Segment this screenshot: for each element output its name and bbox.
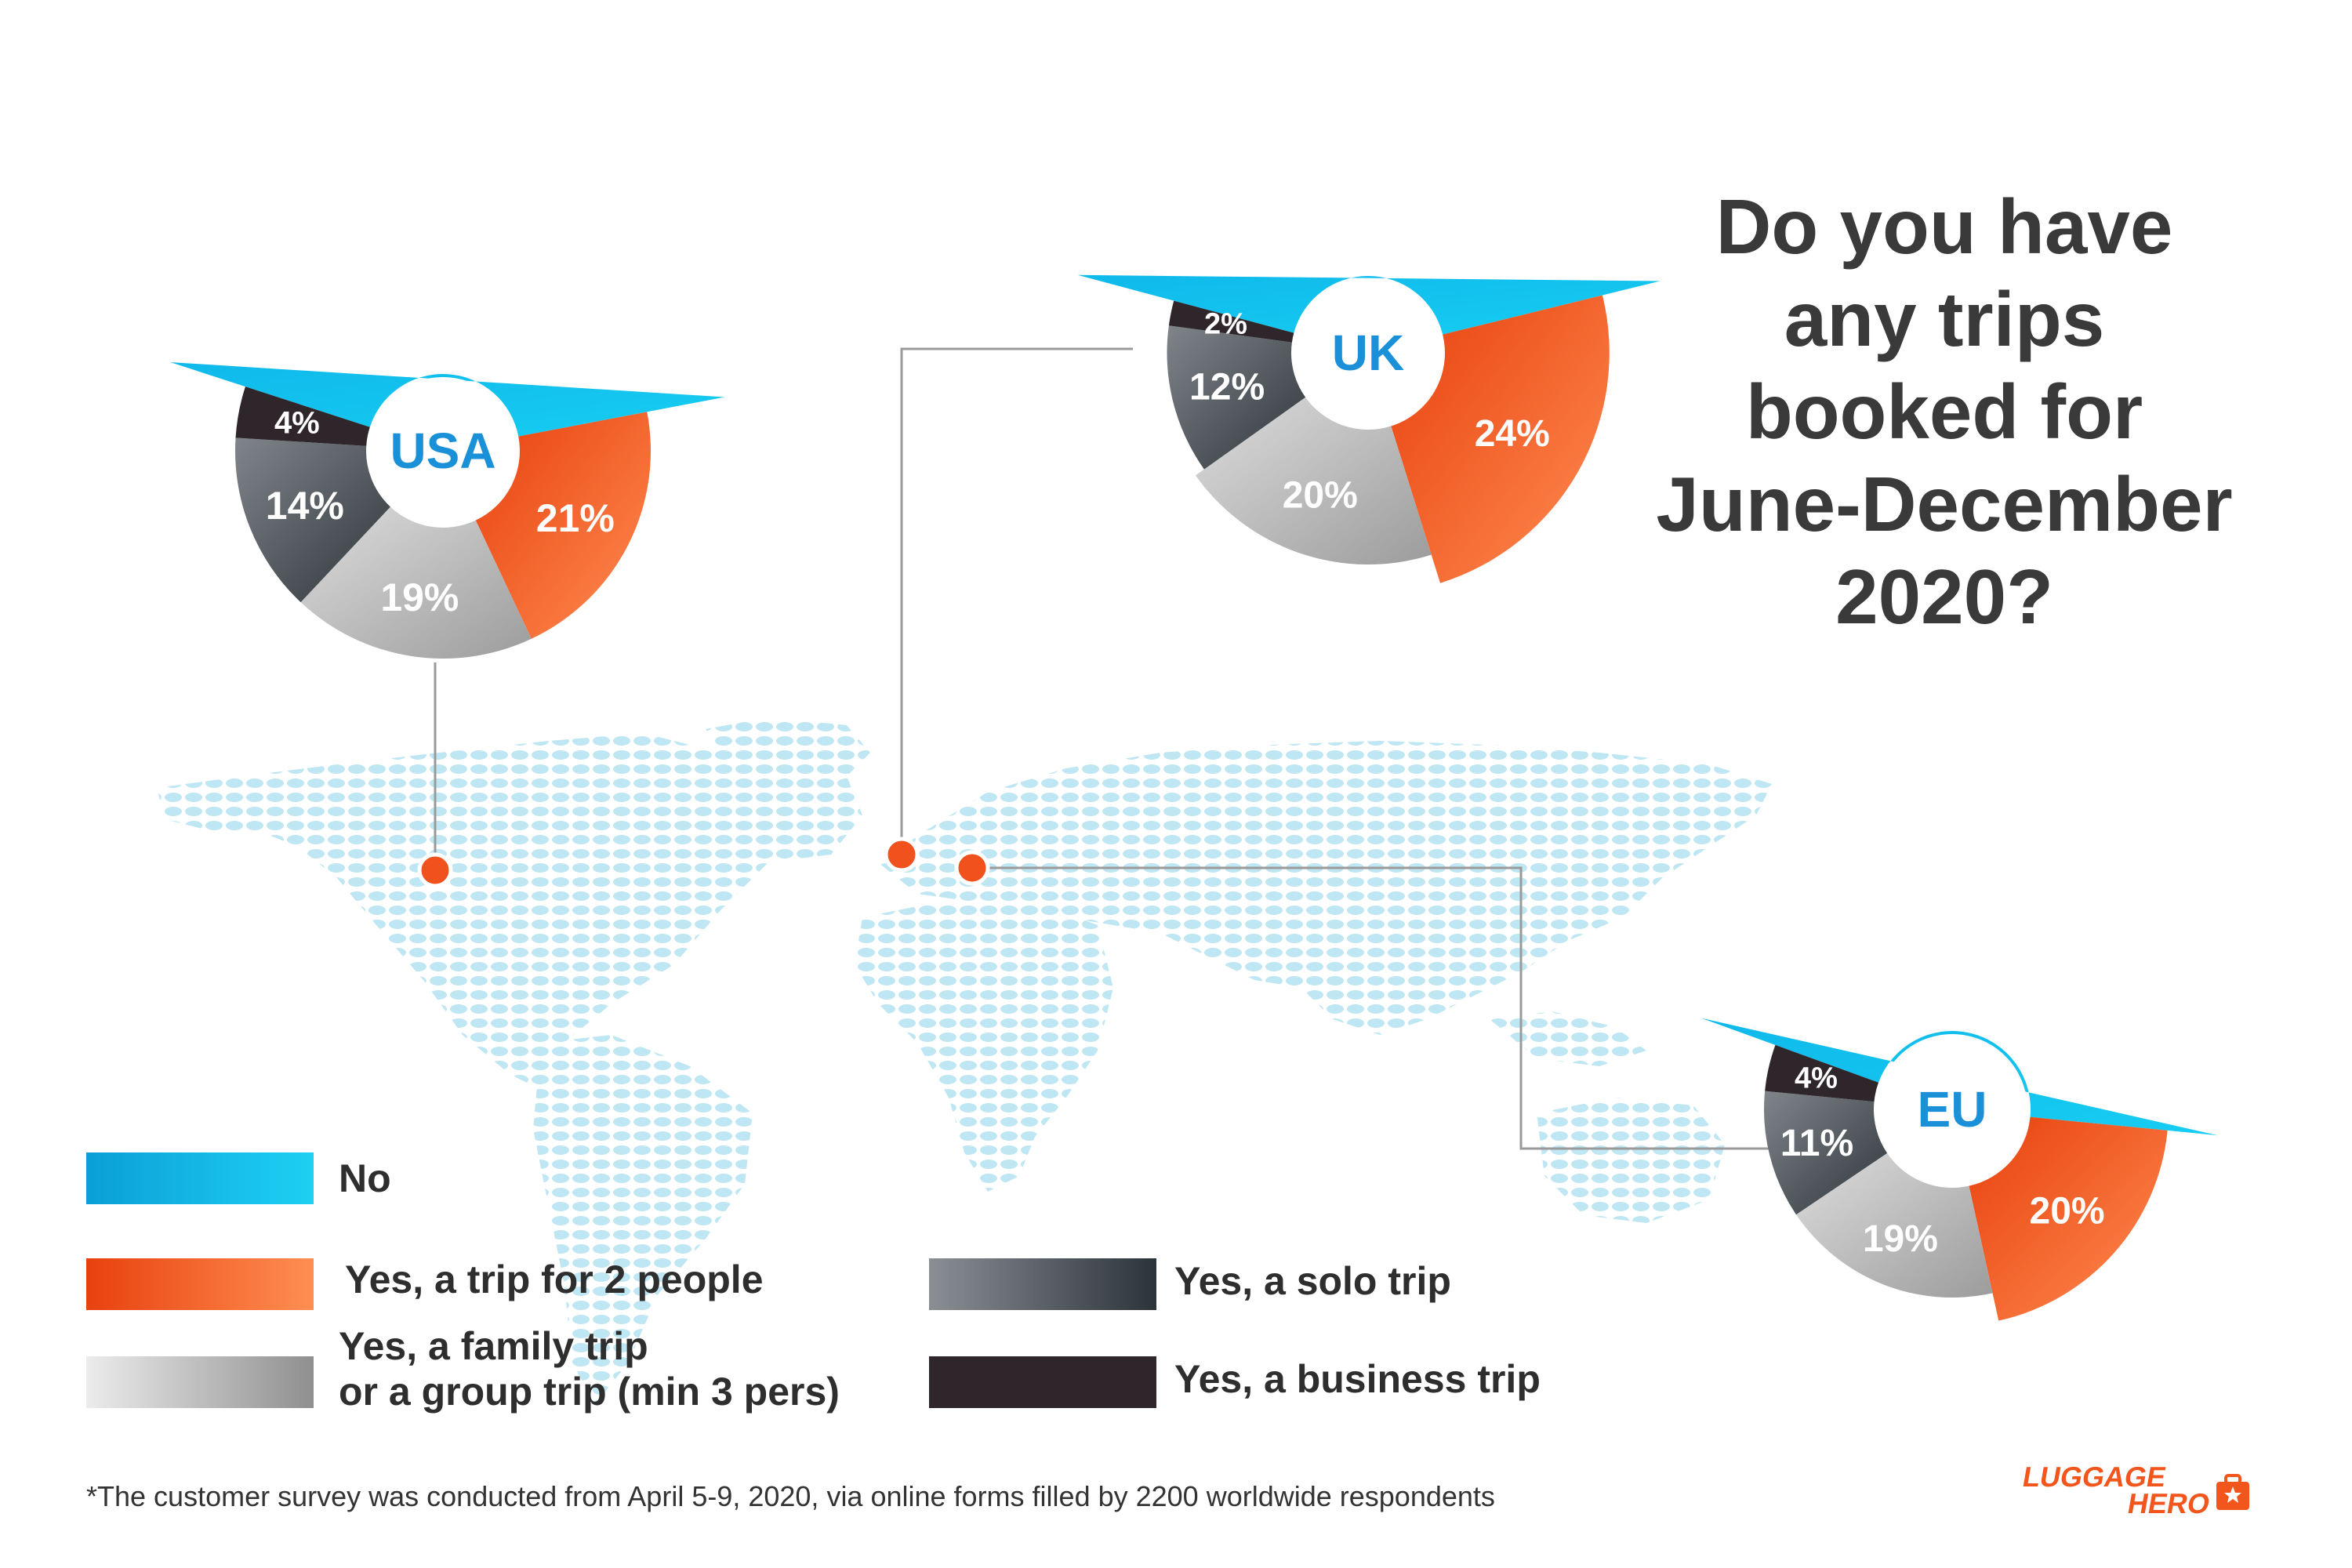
marker-eu [954, 850, 990, 886]
brand-text-top: LUGGAGE [2020, 1461, 2169, 1493]
page-title: Do you have any trips booked for June-De… [1592, 180, 2297, 643]
marker-uk [884, 837, 920, 873]
slice-business [235, 387, 370, 446]
legend-label-family-group: Yes, a family trip or a group trip (min … [339, 1324, 840, 1414]
slice-solo [1764, 1091, 1888, 1215]
slice-family-group [1796, 1152, 1993, 1298]
legend-label-business: Yes, a business trip [1174, 1357, 1541, 1401]
slice-label: 24% [1475, 413, 1550, 455]
slice-label: 20% [2030, 1191, 2105, 1232]
slice-label: 2% [1204, 307, 1247, 340]
donut-chart-eu: 46% 20% 19% 11% 4% EU [1700, 885, 2219, 1321]
slice-two-people [1391, 295, 1610, 583]
legend-label-two-people: Yes, a trip for 2 people [345, 1258, 764, 1301]
slice-label: 42% [1283, 107, 1458, 205]
slice-label: 46% [1906, 885, 2078, 982]
region-label: USA [390, 423, 495, 479]
slice-two-people [475, 412, 651, 639]
legend-swatch-business [929, 1356, 1156, 1408]
legend-label-solo: Yes, a solo trip [1174, 1259, 1451, 1303]
title-line: any trips [1784, 276, 2105, 362]
donut-chart-uk: 42% 24% 20% 12% 2% UK [1077, 107, 1661, 583]
slice-family-group [1195, 397, 1432, 564]
title-line: 2020? [1835, 554, 2053, 640]
slice-label: 12% [1189, 367, 1265, 408]
slice-two-people [1969, 1116, 2168, 1321]
slice-label: 4% [274, 405, 320, 440]
title-line: June-December [1656, 461, 2233, 547]
donut-center [1877, 1034, 2027, 1185]
region-label: UK [1332, 325, 1404, 381]
slice-solo [1167, 325, 1306, 470]
title-line: booked for [1745, 368, 2143, 455]
slice-label: 21% [536, 496, 615, 540]
africa-shape [855, 902, 1113, 1192]
marker-usa [417, 852, 453, 888]
north-america-shape [157, 733, 862, 1090]
legend-swatch-no [86, 1152, 314, 1204]
slice-label: 19% [1863, 1218, 1938, 1260]
legend-swatch-two-people [86, 1258, 314, 1310]
legend-swatch-solo [929, 1258, 1156, 1310]
donut-chart-usa: 42% 21% 19% 14% 4% USA [170, 213, 725, 659]
slice-label: 20% [1283, 474, 1358, 516]
slice-label: 14% [266, 484, 344, 528]
eurasia-shape [878, 741, 1772, 1035]
slice-no [170, 361, 725, 437]
title-line: Do you have [1715, 183, 2173, 270]
south-america-shape [533, 1035, 753, 1403]
suitcase-star-icon [2216, 1474, 2249, 1510]
greenland-shape [706, 717, 870, 800]
slice-label: 19% [380, 575, 459, 619]
slice-label: 4% [1795, 1062, 1838, 1095]
slice-business [1168, 300, 1294, 343]
legend-label-no: No [339, 1156, 391, 1200]
australia-shape [1537, 1098, 1725, 1223]
brand-logo: LUGGAGE HERO [2020, 1461, 2249, 1519]
donut-center [369, 377, 517, 524]
slice-no [1077, 274, 1661, 335]
slice-label: 42% [368, 213, 541, 310]
slice-family-group [300, 506, 532, 659]
donut-center [1294, 279, 1442, 426]
slice-business [1765, 1044, 1879, 1102]
connector-eu [972, 866, 1772, 1150]
region-label: EU [1918, 1081, 1987, 1138]
legend-swatch-family-group [86, 1356, 314, 1408]
slice-solo [235, 437, 390, 603]
brand-text-bottom: HERO [2125, 1487, 2212, 1519]
footnote: *The customer survey was conducted from … [86, 1480, 1495, 1512]
connector-uk [900, 347, 1133, 855]
se-asia-shape [1490, 1011, 1646, 1066]
slice-label: 11% [1780, 1123, 1853, 1164]
